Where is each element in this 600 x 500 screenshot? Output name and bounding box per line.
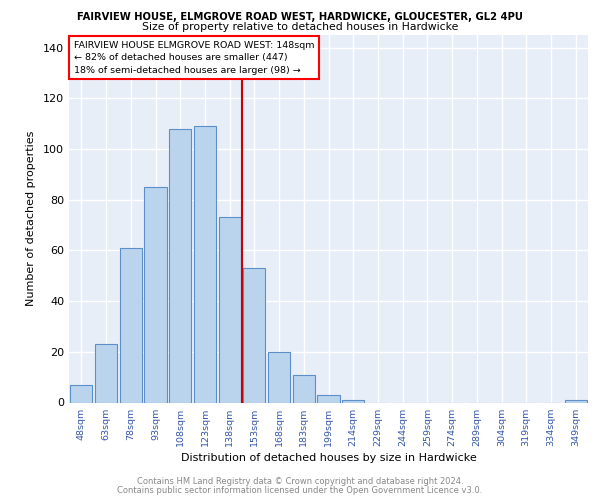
Text: Contains public sector information licensed under the Open Government Licence v3: Contains public sector information licen…	[118, 486, 482, 495]
X-axis label: Distribution of detached houses by size in Hardwicke: Distribution of detached houses by size …	[181, 453, 476, 463]
Bar	[268, 352, 290, 403]
Text: FAIRVIEW HOUSE ELMGROVE ROAD WEST: 148sqm
← 82% of detached houses are smaller (: FAIRVIEW HOUSE ELMGROVE ROAD WEST: 148sq…	[74, 40, 314, 74]
Bar	[145, 187, 167, 402]
Text: Size of property relative to detached houses in Hardwicke: Size of property relative to detached ho…	[142, 22, 458, 32]
Bar	[293, 374, 315, 402]
Y-axis label: Number of detached properties: Number of detached properties	[26, 131, 36, 306]
Bar	[169, 129, 191, 402]
Bar	[194, 126, 216, 402]
Bar	[342, 400, 364, 402]
Bar	[565, 400, 587, 402]
Bar	[70, 385, 92, 402]
Text: Contains HM Land Registry data © Crown copyright and database right 2024.: Contains HM Land Registry data © Crown c…	[137, 477, 463, 486]
Bar	[317, 395, 340, 402]
Bar	[218, 218, 241, 402]
Bar	[243, 268, 265, 402]
Text: FAIRVIEW HOUSE, ELMGROVE ROAD WEST, HARDWICKE, GLOUCESTER, GL2 4PU: FAIRVIEW HOUSE, ELMGROVE ROAD WEST, HARD…	[77, 12, 523, 22]
Bar	[95, 344, 117, 403]
Bar	[119, 248, 142, 402]
